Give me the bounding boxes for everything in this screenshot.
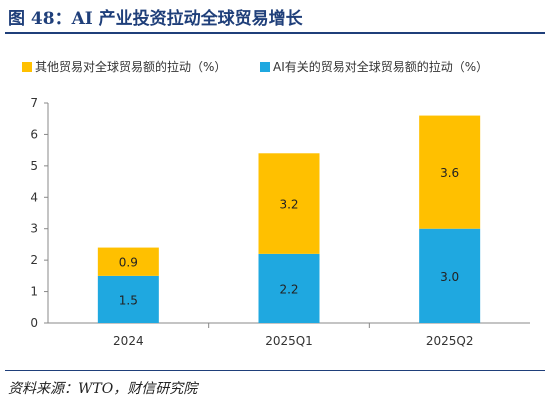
y-tick-label: 3 [30, 222, 38, 236]
bar-other-2025Q2 [419, 115, 481, 229]
y-tick-label: 2 [30, 253, 38, 267]
legend-label-other: 其他贸易对全球贸易额的拉动（%） [35, 60, 227, 74]
y-tick-label: 0 [30, 316, 38, 330]
stacked-bar-chart: 0 1 2 3 4 5 6 7 1.5 0.9 2024 2.2 3.2 2025Q1 3.0 3.6 2025… [30, 96, 530, 348]
x-tick-label: 2025Q1 [265, 334, 313, 348]
y-tick-label: 1 [30, 285, 38, 299]
data-label-other: 3.6 [440, 166, 459, 180]
y-tick-label: 4 [30, 190, 38, 204]
bar-ai-2025Q1 [258, 253, 320, 323]
legend-item-ai: AI有关的贸易对全球贸易额的拉动（%） [260, 58, 488, 75]
data-label-ai: 1.5 [119, 293, 138, 307]
chart-legend: 其他贸易对全球贸易额的拉动（%） AI有关的贸易对全球贸易额的拉动（%） [22, 58, 542, 78]
data-label-other: 3.2 [279, 198, 298, 212]
title-divider [5, 32, 545, 34]
y-tick-label: 7 [30, 96, 38, 110]
legend-label-ai: AI有关的贸易对全球贸易额的拉动（%） [273, 60, 489, 74]
source-divider [5, 370, 545, 371]
bar-other-2025Q1 [258, 153, 320, 254]
y-tick-label: 5 [30, 159, 38, 173]
data-label-other: 0.9 [119, 256, 138, 270]
bar-other-2024 [97, 247, 159, 276]
data-label-ai: 3.0 [440, 270, 459, 284]
bar-ai-2025Q2 [419, 228, 481, 323]
bar-ai-2024 [97, 275, 159, 323]
legend-item-other: 其他贸易对全球贸易额的拉动（%） [22, 58, 226, 75]
data-label-ai: 2.2 [279, 282, 298, 296]
y-tick-label: 6 [30, 127, 38, 141]
x-tick-label: 2025Q2 [426, 334, 474, 348]
source-note: 资料来源：WTO，财信研究院 [8, 381, 198, 397]
figure-title: 图 48：AI 产业投资拉动全球贸易增长 [8, 9, 303, 29]
legend-swatch-ai [260, 61, 270, 72]
legend-swatch-other [22, 61, 32, 72]
x-tick-label: 2024 [113, 334, 144, 348]
